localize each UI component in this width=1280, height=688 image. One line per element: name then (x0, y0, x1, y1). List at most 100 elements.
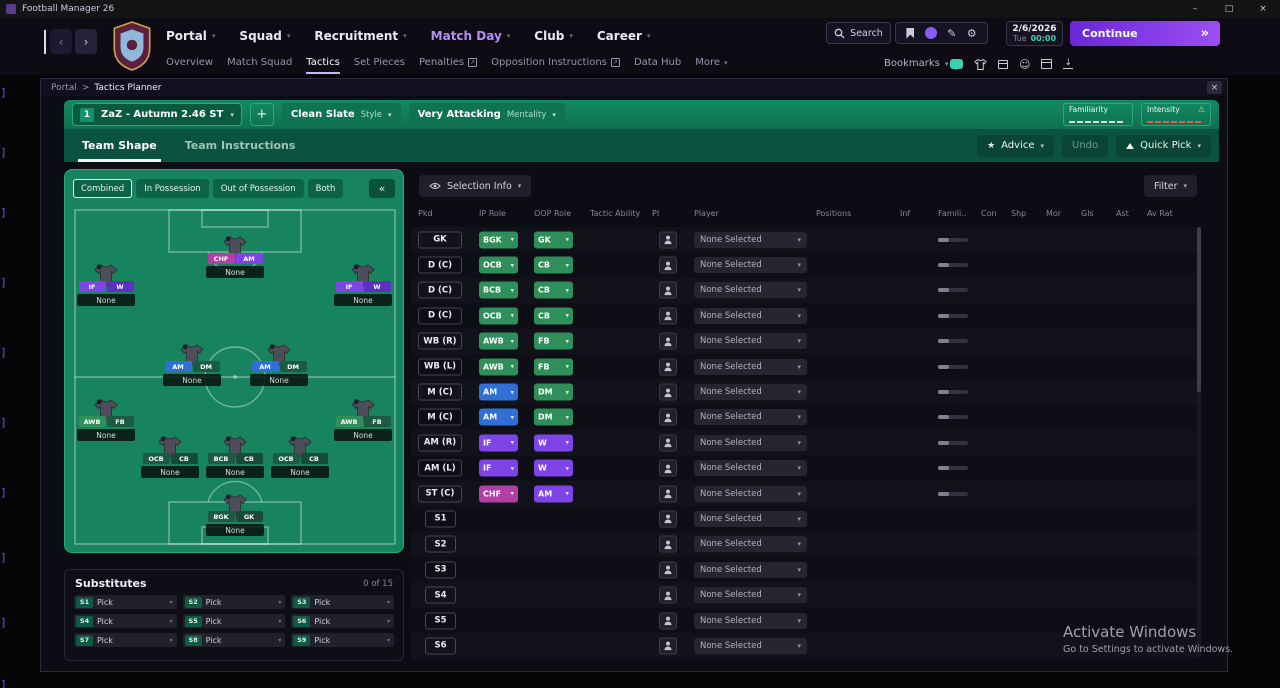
subnav-item-overview[interactable]: Overview (166, 57, 213, 71)
player-select[interactable]: None Selected ▾ (694, 587, 807, 604)
chat-icon[interactable] (950, 59, 963, 70)
player-instructions-button[interactable] (659, 332, 677, 350)
nav-item-match-day[interactable]: Match Day ▾ (431, 29, 511, 43)
player-select[interactable]: None Selected ▾ (694, 358, 807, 375)
oop-role-badge[interactable]: W (363, 281, 391, 292)
pitch-player-ocb-cb[interactable]: OCB CB None (268, 436, 332, 478)
style-select[interactable]: Clean Slate Style ▾ (281, 103, 401, 126)
pencil-icon[interactable]: ✎ (947, 26, 957, 40)
tactic-select[interactable]: 1 ZaZ - Autumn 2.46 ST ▾ (72, 103, 242, 126)
player-instructions-button[interactable] (659, 510, 677, 528)
player-select[interactable]: None Selected ▾ (694, 409, 807, 426)
subnav-item-more[interactable]: More ▾ (695, 57, 727, 71)
breadcrumb-portal[interactable]: Portal (51, 82, 77, 93)
ip-role-badge[interactable]: AWB (335, 416, 363, 427)
pitch-player-am-dm[interactable]: AM DM None (247, 344, 311, 386)
maximize-icon[interactable]: □ (1224, 4, 1234, 14)
pitch-view-combined[interactable]: Combined (73, 179, 133, 198)
substitute-slot-s1[interactable]: S1 Pick ▾ (74, 595, 177, 609)
oop-role-badge[interactable]: AM (235, 253, 263, 264)
selection-info-dropdown[interactable]: Selection Info ▾ (419, 175, 532, 197)
assistant-icon[interactable] (924, 27, 937, 39)
oop-role-select[interactable]: CB ▾ (534, 281, 573, 299)
pitch-player-chf-am[interactable]: CHF AM None (203, 236, 267, 278)
player-instructions-button[interactable] (659, 434, 677, 452)
ip-role-badge[interactable]: BGK (207, 511, 235, 522)
mentality-select[interactable]: Very Attacking Mentality ▾ (408, 103, 565, 126)
gear-icon[interactable]: ⚙ (966, 26, 977, 40)
player-select[interactable]: None Selected ▾ (694, 536, 807, 553)
ip-role-select[interactable]: IF ▾ (479, 434, 518, 452)
ip-role-badge[interactable]: IF (335, 281, 363, 292)
oop-role-badge[interactable]: DM (192, 361, 220, 372)
subnav-item-penalties[interactable]: Penalties ↗ (419, 57, 478, 71)
ip-role-select[interactable]: AWB ▾ (479, 358, 518, 376)
forward-button[interactable]: › (75, 29, 97, 54)
nav-item-club[interactable]: Club ▾ (534, 29, 573, 43)
oop-role-select[interactable]: W ▾ (534, 434, 573, 452)
player-select[interactable]: None Selected ▾ (694, 510, 807, 527)
shirt-icon[interactable] (974, 55, 987, 74)
pitch-view-out-of-possession[interactable]: Out of Possession (212, 179, 304, 198)
ip-role-badge[interactable]: OCB (272, 453, 300, 464)
ip-role-select[interactable]: OCB ▾ (479, 256, 518, 274)
ip-role-badge[interactable]: AWB (78, 416, 106, 427)
oop-role-select[interactable]: CB ▾ (534, 307, 573, 325)
calendar-icon[interactable] (1041, 59, 1053, 69)
oop-role-select[interactable]: DM ▾ (534, 408, 573, 426)
oop-role-badge[interactable]: FB (106, 416, 134, 427)
pitch-player-bgk-gk[interactable]: BGK GK None (203, 494, 267, 536)
oop-role-badge[interactable]: CB (170, 453, 198, 464)
ip-role-badge[interactable]: AM (164, 361, 192, 372)
substitute-slot-s4[interactable]: S4 Pick ▾ (74, 614, 177, 628)
bookmarks-dropdown[interactable]: Bookmarks ▾ (884, 58, 948, 69)
ip-role-badge[interactable]: BCB (207, 453, 235, 464)
search-button[interactable]: Search (826, 22, 891, 44)
pitch-view-both[interactable]: Both (307, 179, 344, 198)
pitch-player-if-w[interactable]: IF W None (74, 264, 138, 306)
pitch-player-am-dm[interactable]: AM DM None (160, 344, 224, 386)
pitch-player-if-w[interactable]: IF W None (331, 264, 395, 306)
ip-role-select[interactable]: OCB ▾ (479, 307, 518, 325)
player-instructions-button[interactable] (659, 459, 677, 477)
date-display[interactable]: 2/6/2026 Tue 00:00 (1006, 21, 1063, 46)
player-instructions-button[interactable] (659, 256, 677, 274)
tab-team-shape[interactable]: Team Shape (68, 129, 171, 162)
collapse-pitch-button[interactable]: « (369, 179, 395, 198)
nav-item-portal[interactable]: Portal ▾ (166, 29, 215, 43)
minimize-icon[interactable]: – (1192, 4, 1198, 14)
player-select[interactable]: None Selected ▾ (694, 561, 807, 578)
quick-pick-button[interactable]: Quick Pick ▾ (1116, 134, 1211, 157)
club-badge[interactable] (112, 21, 152, 71)
player-instructions-button[interactable] (659, 307, 677, 325)
filter-dropdown[interactable]: Filter ▾ (1143, 175, 1197, 197)
oop-role-badge[interactable]: GK (235, 511, 263, 522)
player-select[interactable]: None Selected ▾ (694, 231, 807, 248)
substitute-slot-s8[interactable]: S8 Pick ▾ (182, 633, 286, 647)
subnav-item-match-squad[interactable]: Match Squad (227, 57, 292, 71)
substitute-slot-s9[interactable]: S9 Pick ▾ (291, 633, 394, 647)
undo-button[interactable]: Undo (1062, 134, 1109, 157)
player-select[interactable]: None Selected ▾ (694, 307, 807, 324)
oop-role-select[interactable]: FB ▾ (534, 358, 573, 376)
continue-button[interactable]: Continue » (1070, 21, 1220, 46)
pitch-player-bcb-cb[interactable]: BCB CB None (203, 436, 267, 478)
oop-role-select[interactable]: AM ▾ (534, 485, 573, 503)
back-button[interactable]: ‹ (50, 29, 72, 54)
subnav-item-opposition-instructions[interactable]: Opposition Instructions ↗ (491, 57, 620, 71)
nav-item-squad[interactable]: Squad ▾ (239, 29, 290, 43)
ip-role-select[interactable]: AM ▾ (479, 383, 518, 401)
substitute-slot-s6[interactable]: S6 Pick ▾ (291, 614, 394, 628)
bookmark-icon[interactable] (906, 27, 915, 39)
substitute-slot-s7[interactable]: S7 Pick ▾ (74, 633, 177, 647)
oop-role-badge[interactable]: CB (235, 453, 263, 464)
oop-role-badge[interactable]: DM (279, 361, 307, 372)
player-select[interactable]: None Selected ▾ (694, 333, 807, 350)
oop-role-select[interactable]: CB ▾ (534, 256, 573, 274)
ip-role-badge[interactable]: CHF (207, 253, 235, 264)
panel-close-button[interactable]: × (1207, 81, 1222, 94)
oop-role-select[interactable]: FB ▾ (534, 332, 573, 350)
ip-role-select[interactable]: AWB ▾ (479, 332, 518, 350)
substitute-slot-s2[interactable]: S2 Pick ▾ (182, 595, 286, 609)
substitute-slot-s5[interactable]: S5 Pick ▾ (182, 614, 286, 628)
